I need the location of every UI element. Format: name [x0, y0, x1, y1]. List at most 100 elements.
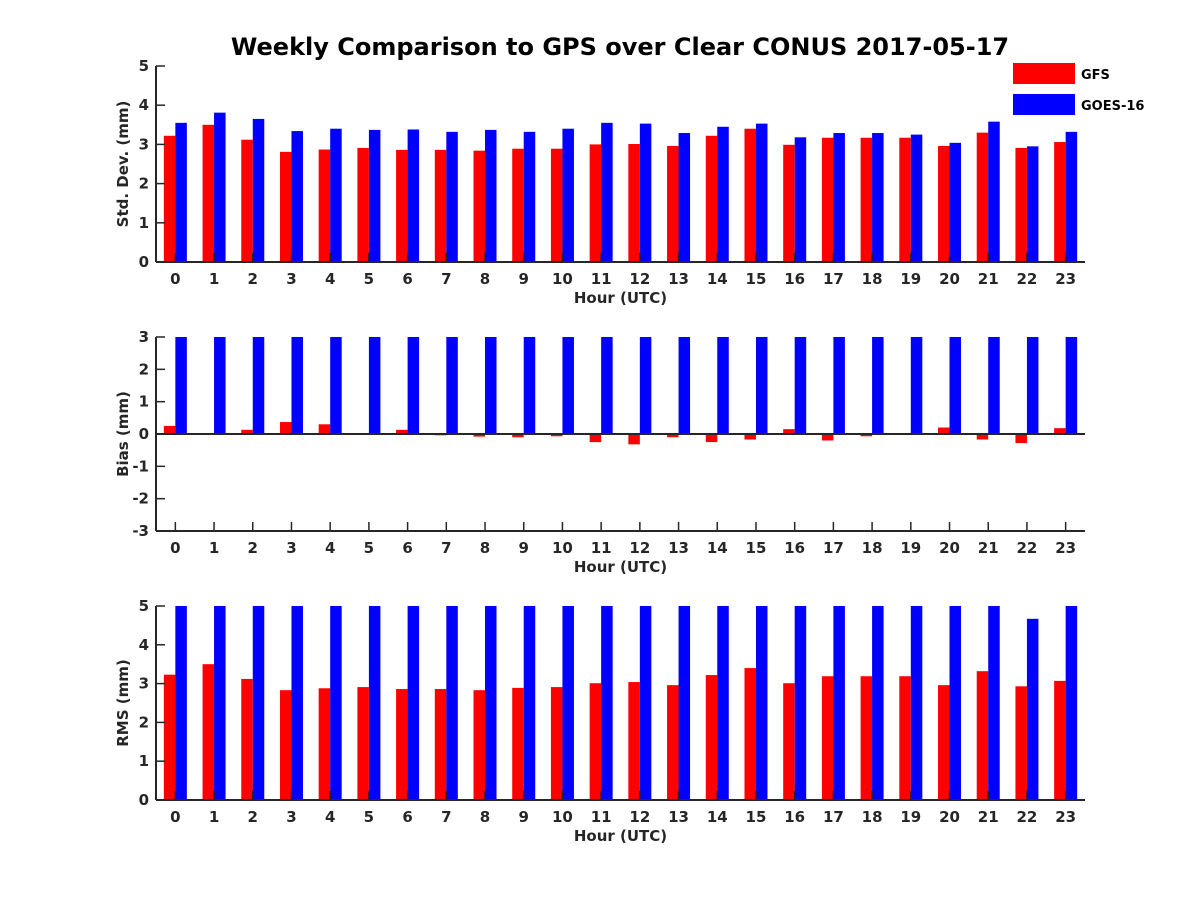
x-tick-label: 14: [707, 270, 728, 288]
bar-goes-16-hour-20: [949, 606, 962, 800]
bar-goes-16-hour-10: [562, 128, 574, 262]
x-tick-label: 13: [668, 270, 689, 288]
chart-title: Weekly Comparison to GPS over Clear CONU…: [231, 33, 1009, 61]
bar-gfs-hour-5: [357, 147, 369, 262]
bar-goes-16-hour-1: [214, 337, 226, 434]
y-tick-label: -3: [132, 522, 149, 540]
x-tick-label: 23: [1055, 270, 1076, 288]
legend-swatch: [1013, 94, 1075, 115]
bar-goes-16-hour-1: [214, 112, 226, 263]
bar-gfs-hour-4: [318, 149, 331, 262]
x-tick-label: 16: [784, 539, 805, 557]
x-tick-label: 18: [862, 270, 883, 288]
x-tick-label: 18: [862, 539, 883, 557]
y-tick-label: 1: [139, 214, 149, 232]
y-tick-label: 0: [139, 425, 149, 443]
bar-goes-16-hour-12: [639, 337, 652, 434]
bar-gfs-hour-21: [976, 434, 989, 440]
x-tick-label: 12: [629, 270, 650, 288]
bar-goes-16-hour-3: [291, 606, 303, 800]
bar-gfs-hour-20: [938, 145, 950, 262]
bar-gfs-hour-23: [1054, 428, 1066, 434]
legend-item-goes-16: GOES-16: [1013, 94, 1144, 115]
bar-goes-16-hour-11: [601, 606, 613, 800]
y-tick-label: 1: [139, 752, 149, 770]
bar-goes-16-hour-21: [988, 121, 1000, 262]
bar-goes-16-hour-2: [252, 606, 265, 800]
bar-gfs-hour-17: [821, 137, 834, 262]
bar-goes-16-hour-10: [562, 606, 574, 800]
x-tick-label: 22: [1017, 539, 1038, 557]
bar-goes-16-hour-11: [601, 122, 613, 262]
bar-gfs-hour-0: [163, 425, 176, 434]
legend: GFS GOES-16: [1013, 63, 1144, 115]
bar-gfs-hour-10: [550, 148, 563, 262]
x-tick-label: 6: [402, 270, 412, 288]
x-tick-label: 10: [552, 808, 573, 826]
bar-gfs-hour-8: [473, 690, 486, 800]
bar-goes-16-hour-22: [1026, 337, 1039, 434]
bar-gfs-hour-22: [1015, 434, 1027, 444]
bar-goes-16-hour-5: [368, 337, 381, 434]
bar-goes-16-hour-2: [252, 118, 265, 262]
bar-gfs-hour-21: [976, 671, 989, 800]
y-tick-label: -2: [132, 490, 149, 508]
x-tick-label: 19: [900, 539, 921, 557]
bar-gfs-hour-20: [938, 427, 950, 434]
bar-gfs-hour-9: [512, 434, 524, 438]
bar-goes-16-hour-20: [949, 142, 962, 262]
bar-gfs-hour-20: [938, 685, 950, 800]
y-tick-label: 0: [139, 791, 149, 809]
bar-gfs-hour-6: [396, 149, 408, 262]
bar-goes-16-hour-9: [523, 131, 536, 262]
x-tick-label: 1: [209, 808, 219, 826]
bar-goes-16-hour-18: [872, 337, 884, 434]
x-tick-label: 15: [746, 808, 767, 826]
bar-gfs-hour-19: [899, 137, 911, 262]
y-tick-label: 4: [139, 96, 149, 114]
bar-gfs-hour-3: [279, 690, 292, 800]
x-tick-label: 1: [209, 270, 219, 288]
x-tick-label: 23: [1055, 808, 1076, 826]
y-axis-label: Std. Dev. (mm): [114, 101, 132, 228]
y-tick-label: -1: [132, 457, 149, 475]
bar-gfs-hour-1: [202, 664, 215, 800]
bar-goes-16-hour-0: [175, 122, 187, 262]
bar-goes-16-hour-8: [485, 337, 497, 434]
x-tick-label: 22: [1017, 808, 1038, 826]
legend-item-gfs: GFS: [1013, 63, 1110, 84]
y-tick-label: 3: [139, 135, 149, 153]
x-tick-label: 15: [746, 539, 767, 557]
bar-goes-16-hour-22: [1026, 146, 1039, 262]
bar-goes-16-hour-7: [446, 131, 458, 262]
x-tick-label: 0: [170, 539, 180, 557]
y-tick-label: 3: [139, 675, 149, 693]
x-tick-label: 9: [519, 808, 529, 826]
x-tick-label: 22: [1017, 270, 1038, 288]
x-tick-label: 8: [480, 270, 490, 288]
x-tick-label: 17: [823, 808, 844, 826]
x-tick-label: 20: [939, 808, 960, 826]
y-tick-label: 0: [139, 253, 149, 271]
bar-goes-16-hour-13: [678, 337, 691, 434]
bar-gfs-hour-15: [744, 668, 756, 800]
x-tick-label: 2: [248, 270, 258, 288]
bar-gfs-hour-18: [860, 434, 873, 437]
bar-goes-16-hour-0: [175, 606, 187, 800]
x-tick-label: 6: [402, 808, 412, 826]
bar-goes-16-hour-1: [214, 606, 226, 800]
bar-goes-16-hour-23: [1065, 131, 1078, 262]
bar-gfs-hour-2: [241, 139, 253, 262]
y-axis-label: Bias (mm): [114, 391, 132, 477]
bar-gfs-hour-21: [976, 132, 989, 262]
x-tick-label: 13: [668, 808, 689, 826]
x-tick-label: 11: [591, 539, 612, 557]
x-tick-label: 12: [629, 539, 650, 557]
bar-goes-16-hour-2: [252, 337, 265, 434]
x-tick-label: 20: [939, 270, 960, 288]
legend-swatch: [1013, 63, 1075, 84]
bar-gfs-hour-17: [821, 434, 834, 441]
x-tick-label: 10: [552, 539, 573, 557]
